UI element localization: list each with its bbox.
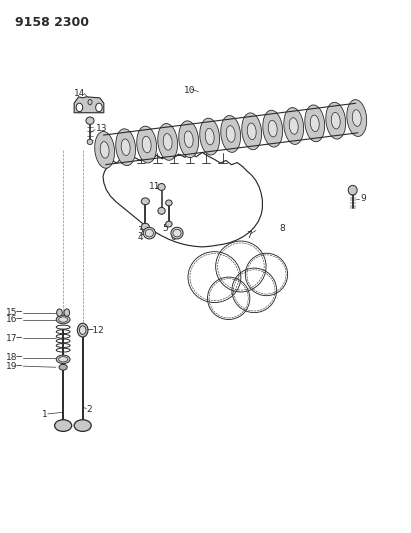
Ellipse shape [56,355,70,364]
Ellipse shape [141,223,149,230]
Ellipse shape [184,131,193,148]
Ellipse shape [263,110,283,147]
Text: 9: 9 [360,194,366,203]
Ellipse shape [59,365,67,370]
Ellipse shape [163,134,172,150]
Ellipse shape [158,207,165,214]
Ellipse shape [142,136,151,153]
Text: 9158 2300: 9158 2300 [15,16,89,29]
Ellipse shape [74,419,91,431]
Ellipse shape [137,126,157,163]
Ellipse shape [310,115,319,132]
Text: 18─: 18─ [6,353,23,362]
Text: 3: 3 [137,226,143,235]
Text: 11: 11 [148,182,160,191]
Polygon shape [74,97,104,113]
Ellipse shape [173,229,181,237]
Text: 6: 6 [171,233,176,242]
Text: 7: 7 [246,231,252,240]
Ellipse shape [77,323,88,337]
Text: 15─: 15─ [6,308,23,317]
Ellipse shape [76,103,83,112]
Ellipse shape [326,102,346,139]
Ellipse shape [158,124,178,160]
Ellipse shape [55,419,72,431]
Ellipse shape [205,128,214,145]
Ellipse shape [226,126,235,142]
Text: 2: 2 [86,405,92,414]
Ellipse shape [56,316,70,324]
Ellipse shape [331,112,340,129]
Ellipse shape [95,132,115,168]
Text: 8: 8 [279,224,285,233]
Text: 10: 10 [184,86,195,95]
Text: 19─: 19─ [6,362,23,370]
Ellipse shape [347,100,367,136]
Ellipse shape [87,139,93,144]
Ellipse shape [284,108,304,144]
Text: 4: 4 [137,233,143,242]
Ellipse shape [141,198,149,205]
Text: 13: 13 [96,124,107,133]
Ellipse shape [166,200,172,206]
Ellipse shape [145,229,153,237]
Ellipse shape [348,185,357,195]
Ellipse shape [221,116,240,152]
Ellipse shape [59,357,68,362]
Ellipse shape [57,309,62,317]
Ellipse shape [59,317,68,322]
Text: 14: 14 [74,89,85,98]
Ellipse shape [242,113,262,150]
Text: ─12: ─12 [88,326,104,335]
Ellipse shape [352,110,361,126]
Text: 16─: 16─ [6,315,23,324]
Ellipse shape [86,117,94,124]
Ellipse shape [79,326,86,334]
Ellipse shape [166,221,172,227]
Ellipse shape [88,100,92,105]
Text: 1: 1 [42,410,48,419]
Ellipse shape [158,183,165,190]
Ellipse shape [100,142,109,158]
Ellipse shape [305,105,325,142]
Ellipse shape [179,121,199,158]
Text: 5: 5 [162,224,168,233]
Ellipse shape [268,120,277,137]
Ellipse shape [143,227,155,239]
Ellipse shape [171,227,183,239]
Ellipse shape [247,123,256,140]
Ellipse shape [200,118,219,155]
Ellipse shape [121,139,130,156]
Text: 17─: 17─ [6,334,23,343]
Ellipse shape [96,103,102,112]
Ellipse shape [289,118,298,134]
Ellipse shape [116,129,136,166]
Ellipse shape [64,309,69,317]
